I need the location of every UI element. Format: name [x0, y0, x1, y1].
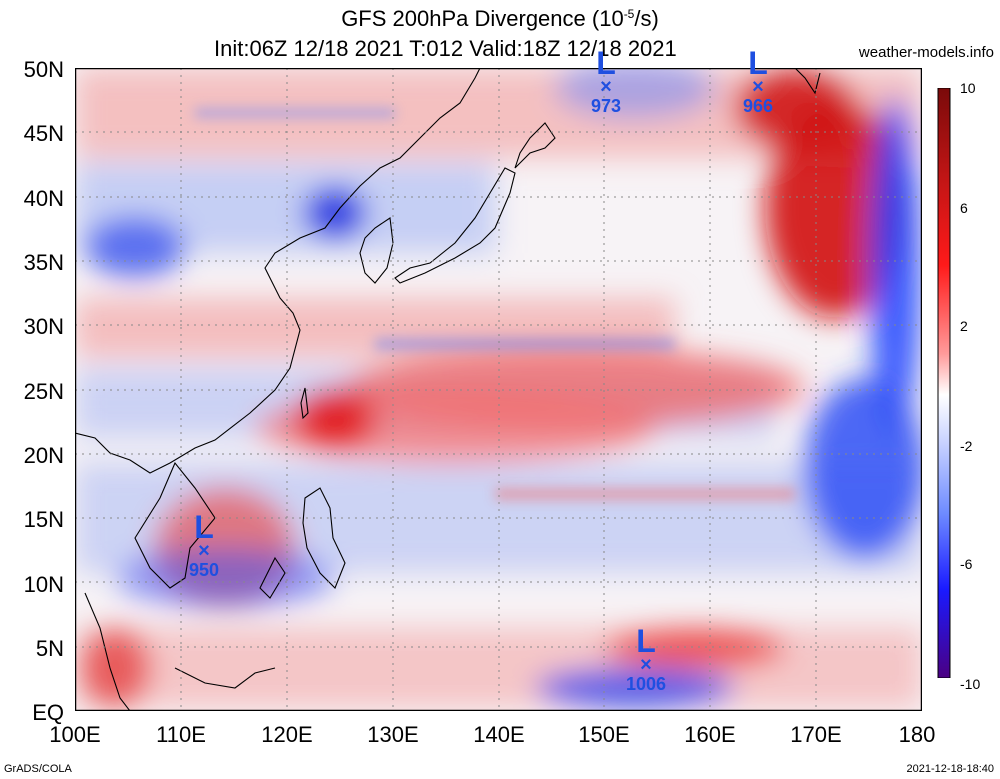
- low-center-marker: ×: [198, 540, 210, 562]
- coastlines: [75, 68, 821, 711]
- lat-label: 45N: [23, 121, 64, 146]
- low-pressure: 966: [742, 96, 774, 116]
- low-center-marker: ×: [640, 654, 652, 676]
- low-symbol: L: [194, 509, 214, 545]
- lat-label: 25N: [23, 379, 64, 404]
- map-subtitle: Init:06Z 12/18 2021 T:012 Valid:18Z 12/1…: [214, 36, 677, 61]
- lon-label: 170E: [790, 722, 842, 747]
- lat-label: 20N: [23, 443, 64, 468]
- site-credit: weather-models.info: [858, 44, 994, 61]
- render-timestamp: 2021-12-18-18:40: [906, 763, 994, 775]
- title-prefix: GFS 200hPa Divergence (10: [341, 6, 624, 31]
- lat-label: 15N: [23, 507, 64, 532]
- lon-label: 140E: [473, 722, 525, 747]
- low-marker-966: L × 966: [723, 45, 793, 116]
- software-credit: GrADS/COLA: [4, 763, 72, 775]
- colorbar: [937, 88, 951, 678]
- divergence-map: [75, 68, 922, 711]
- low-symbol: L: [596, 45, 616, 81]
- colorbar-label: -6: [960, 556, 973, 572]
- low-marker-1006: L × 1006: [611, 623, 681, 694]
- colorbar-label: 10: [960, 80, 976, 96]
- low-center-marker: ×: [600, 76, 612, 98]
- lon-label: 100E: [49, 722, 101, 747]
- colorbar-label: -2: [960, 438, 973, 454]
- colorbar-label: 6: [960, 200, 968, 216]
- low-symbol: L: [636, 623, 656, 659]
- low-pressure: 950: [188, 560, 220, 580]
- title-exponent: -5: [623, 7, 635, 21]
- low-marker-950: L × 950: [169, 509, 239, 580]
- lat-label: 30N: [23, 314, 64, 339]
- graticule: [75, 68, 922, 711]
- low-marker-973: L × 973: [571, 45, 641, 116]
- colorbar-label: -10: [960, 676, 981, 692]
- low-pressure: 1006: [625, 674, 667, 694]
- lat-label: 10N: [23, 572, 64, 597]
- lon-label: 130E: [367, 722, 419, 747]
- lat-label: 40N: [23, 186, 64, 211]
- lon-label: 180: [898, 722, 936, 747]
- lat-label: EQ: [32, 700, 64, 725]
- low-center-marker: ×: [752, 76, 764, 98]
- lon-label: 160E: [684, 722, 736, 747]
- lat-label: 35N: [23, 250, 64, 275]
- low-pressure: 973: [590, 96, 622, 116]
- lon-label: 150E: [578, 722, 630, 747]
- lat-label: 5N: [35, 636, 64, 661]
- title-suffix: /s): [634, 6, 659, 31]
- lon-label: 110E: [156, 722, 206, 747]
- lat-label: 50N: [23, 57, 64, 82]
- map-title: GFS 200hPa Divergence (10-5/s): [0, 6, 1000, 32]
- low-symbol: L: [748, 45, 768, 81]
- lon-label: 120E: [261, 722, 313, 747]
- colorbar-label: 2: [960, 318, 968, 334]
